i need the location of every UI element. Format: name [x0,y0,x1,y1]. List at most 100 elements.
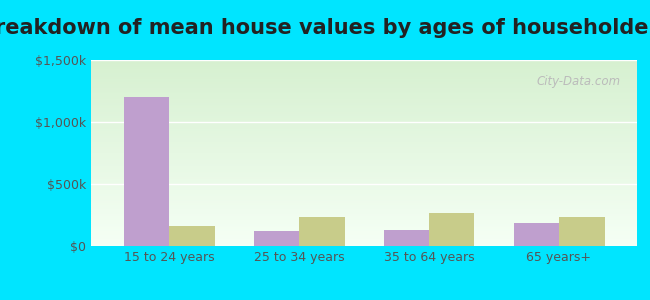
Bar [91,222,637,224]
Bar [91,233,637,235]
Bar [91,168,637,170]
Text: Breakdown of mean house values by ages of householders: Breakdown of mean house values by ages o… [0,18,650,38]
Bar [91,129,637,131]
Bar [91,92,637,94]
Bar [91,114,637,116]
Bar [91,164,637,166]
Bar [91,211,637,212]
Bar [91,240,637,242]
Bar [91,149,637,151]
Bar [91,231,637,233]
Bar [91,127,637,129]
Bar [91,133,637,134]
Bar [91,112,637,114]
Bar [91,173,637,175]
Bar [169,226,214,246]
Bar [91,116,637,118]
Bar [91,188,637,190]
Bar [91,82,637,84]
Bar [91,69,637,71]
Bar [91,151,637,153]
Bar [91,123,637,125]
Bar [91,142,637,144]
Bar [91,147,637,149]
Bar [91,105,637,106]
Bar [91,64,637,66]
Bar [91,68,637,69]
Bar [91,207,637,209]
Bar [91,144,637,146]
Bar [91,190,637,192]
Bar [91,103,637,105]
Bar [91,90,637,92]
Bar [91,119,637,122]
Bar [254,231,299,246]
Bar [91,71,637,73]
Bar [91,94,637,95]
Bar [91,155,637,157]
Bar [91,220,637,222]
Bar [91,177,637,179]
Text: City-Data.com: City-Data.com [536,75,621,88]
Bar [299,217,344,246]
Bar [91,79,637,80]
Bar [91,99,637,101]
Bar [514,223,559,246]
Bar [91,88,637,90]
Bar [559,218,604,246]
Bar [91,153,637,155]
Bar [91,160,637,162]
Bar [91,192,637,194]
Bar [91,118,637,119]
Bar [91,242,637,244]
Bar [91,170,637,172]
Bar [91,101,637,103]
Bar [91,216,637,218]
Bar [91,226,637,227]
Bar [91,183,637,184]
Bar [91,184,637,187]
Bar [91,134,637,136]
Bar [91,175,637,177]
Bar [91,166,637,168]
Bar [429,213,474,246]
Bar [91,237,637,239]
Bar [91,203,637,205]
Bar [91,172,637,173]
Bar [91,205,637,207]
Bar [91,80,637,82]
Bar [91,227,637,229]
Bar [91,244,637,246]
Bar [91,238,637,240]
Bar [91,84,637,86]
Bar [91,218,637,220]
Bar [91,138,637,140]
Bar [91,196,637,198]
Bar [91,110,637,112]
Bar [91,212,637,214]
Bar [91,75,637,77]
Bar [91,131,637,133]
Bar [91,66,637,68]
Bar [91,77,637,79]
Bar [91,73,637,75]
Bar [91,136,637,138]
Bar [91,60,637,62]
Bar [91,140,637,142]
Bar [91,159,637,161]
Bar [91,95,637,97]
Bar [91,214,637,216]
Bar [91,235,637,237]
Bar [91,181,637,183]
Bar [91,224,637,226]
Bar [91,122,637,123]
Bar [91,187,637,188]
Bar [91,179,637,181]
Bar [91,106,637,108]
Bar [384,230,429,246]
Bar [91,209,637,211]
Bar [91,229,637,231]
Bar [91,198,637,200]
Bar [91,97,637,99]
Bar [91,86,637,88]
